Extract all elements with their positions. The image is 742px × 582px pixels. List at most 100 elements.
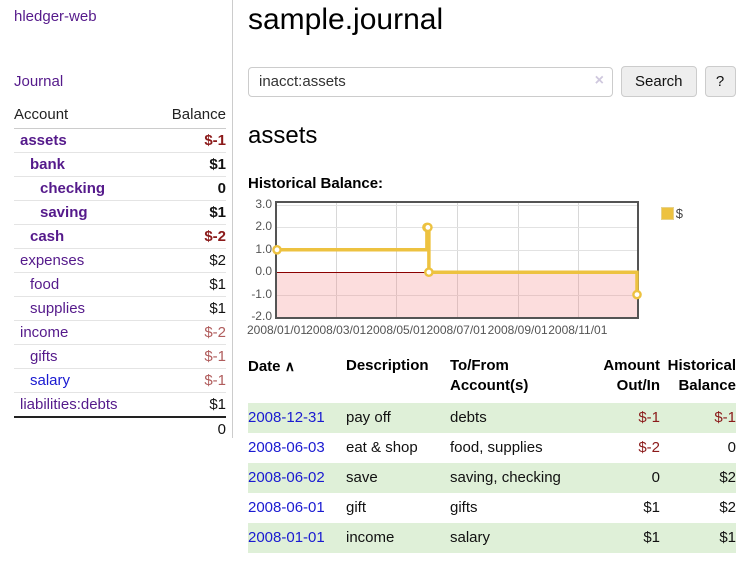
transaction-date-link[interactable]: 2008-06-02 [248,469,325,486]
sidebar-account-link[interactable]: assets [20,132,67,149]
transaction-balance: $2 [660,463,736,493]
account-row: saving $1 [14,200,226,225]
transaction-date-link[interactable]: 2008-06-03 [248,439,325,456]
negative-region [277,272,637,317]
legend-label: $ [675,206,683,221]
transaction-accounts: food, supplies [450,439,543,456]
y-gridline [277,294,637,296]
sidebar-account-balance: $1 [153,200,226,225]
sidebar-item-journal[interactable]: Journal [14,73,64,90]
transaction-balance: $2 [719,499,736,516]
transaction-date-link[interactable]: 2008-12-31 [248,409,325,426]
sidebar-account-link[interactable]: salary [30,372,71,389]
y-tick-label: -1.0 [251,286,272,301]
y-tick-label: 0.0 [255,264,272,279]
transaction-amount: $-2 [638,439,660,456]
transaction-date-link[interactable]: 2008-06-01 [248,499,325,516]
transaction-amount: $1 [643,499,660,516]
account-row: assets $-1 [14,129,226,153]
x-tick-label: 2008/03/01 [306,323,367,337]
sidebar-account-balance: $-2 [153,224,226,249]
transaction-description: income [346,523,450,553]
data-point-marker [272,245,282,255]
search-input[interactable] [248,66,613,97]
sidebar-account-link[interactable]: cash [30,228,65,245]
sidebar-account-link[interactable]: supplies [30,300,86,317]
y-tick-label: -2.0 [251,309,272,323]
account-row: supplies $1 [14,296,226,321]
sidebar-account-link[interactable]: liabilities:debts [20,396,118,413]
y-gridline [277,249,637,251]
sidebar-account-balance: $1 [153,296,226,321]
legend-swatch-icon [660,207,674,220]
register-row: 2008-06-02 save saving, checking 0 $2 [248,463,736,493]
x-gridline [456,203,458,317]
register-col-accounts: To/From Account(s) [450,357,529,394]
sidebar-account-balance: $1 [153,272,226,297]
sidebar: hledger-web Journal Account Balance asse… [0,0,233,441]
sidebar-account-balance: $-1 [153,344,226,369]
transaction-amount: $-1 [582,403,660,433]
sidebar-account-link[interactable]: gifts [30,348,58,365]
sort-ascending-icon[interactable]: ∧ [284,358,295,374]
x-tick-label: 2008/05/01 [366,323,427,337]
account-row: salary $-1 [14,368,226,393]
register-col-description: Description [346,357,429,374]
transaction-description: eat & shop [346,439,418,456]
account-row: food $1 [14,272,226,297]
help-button[interactable]: ? [704,66,736,97]
data-point-marker [423,222,433,233]
sidebar-account-link[interactable]: saving [40,204,88,221]
chart-legend: $ [660,206,683,221]
sidebar-account-balance: $-2 [153,320,226,345]
data-point-marker [424,267,434,277]
accounts-col-account: Account [14,103,154,129]
register-table-body: 2008-12-31 pay off debts $-1 $-1 2008-06-03 ea… [248,403,736,553]
sidebar-account-balance: $-1 [153,368,226,393]
transaction-description: gift [346,499,367,516]
y-gridline [277,227,637,229]
register-row: 2008-06-03 eat & shop food, supplies $-2 0 [248,433,736,463]
search-button[interactable]: Search [621,66,697,97]
accounts-table-body: assets $-1 bank $1 checking 0 saving $1 cash $-2 e… [14,129,226,417]
sidebar-account-link[interactable]: checking [40,180,106,197]
register-col-balance: Historical Balance [667,357,736,394]
accounts-total-row: 0 [14,416,226,441]
chart-title: Historical Balance: [248,175,384,192]
sidebar-account-link[interactable]: expenses [20,252,85,269]
chart-plot-area[interactable] [272,201,642,319]
transaction-amount: $1 [582,523,660,553]
account-row: checking 0 [14,176,226,201]
x-gridline [517,203,519,317]
transaction-balance: $-1 [660,403,736,433]
account-row: gifts $-1 [14,344,226,369]
transaction-accounts: salary [450,523,582,553]
sidebar-account-link[interactable]: bank [30,156,66,173]
clear-search-icon[interactable]: × [594,71,604,89]
account-row: income $-2 [14,320,226,345]
x-gridline [396,203,398,317]
register-col-amount: Amount Out/In [603,357,660,394]
account-row: cash $-2 [14,224,226,249]
register-col-date[interactable]: Date ∧ [248,358,295,375]
x-tick-label: 2008/01/01 [246,323,308,337]
accounts-table: Account Balance assets $-1 bank $1 checking 0… [14,103,226,441]
y-tick-label: 3.0 [255,197,272,211]
transaction-date-link[interactable]: 2008-01-01 [248,529,325,546]
page-title: sample.journal [248,3,444,36]
x-tick-label: 2008/07/01 [426,323,487,337]
accounts-col-balance: Balance [153,103,226,129]
app-brand-link[interactable]: hledger-web [14,8,97,25]
sidebar-account-balance: $1 [153,392,226,417]
register-row: 2008-06-01 gift gifts $1 $2 [248,493,736,523]
account-heading: assets [248,122,318,149]
sidebar-account-link[interactable]: food [30,276,60,293]
y-tick-label: 2.0 [255,219,272,234]
historical-balance-chart: $ 2008/01/01 2008/03/01 2008/05/01 2008/07/… [246,197,688,341]
sidebar-account-balance: $2 [153,248,226,273]
sidebar-account-balance: $-1 [204,132,226,149]
sidebar-account-link[interactable]: income [20,324,69,341]
transaction-accounts: gifts [450,499,478,516]
transaction-balance: 0 [727,439,736,456]
